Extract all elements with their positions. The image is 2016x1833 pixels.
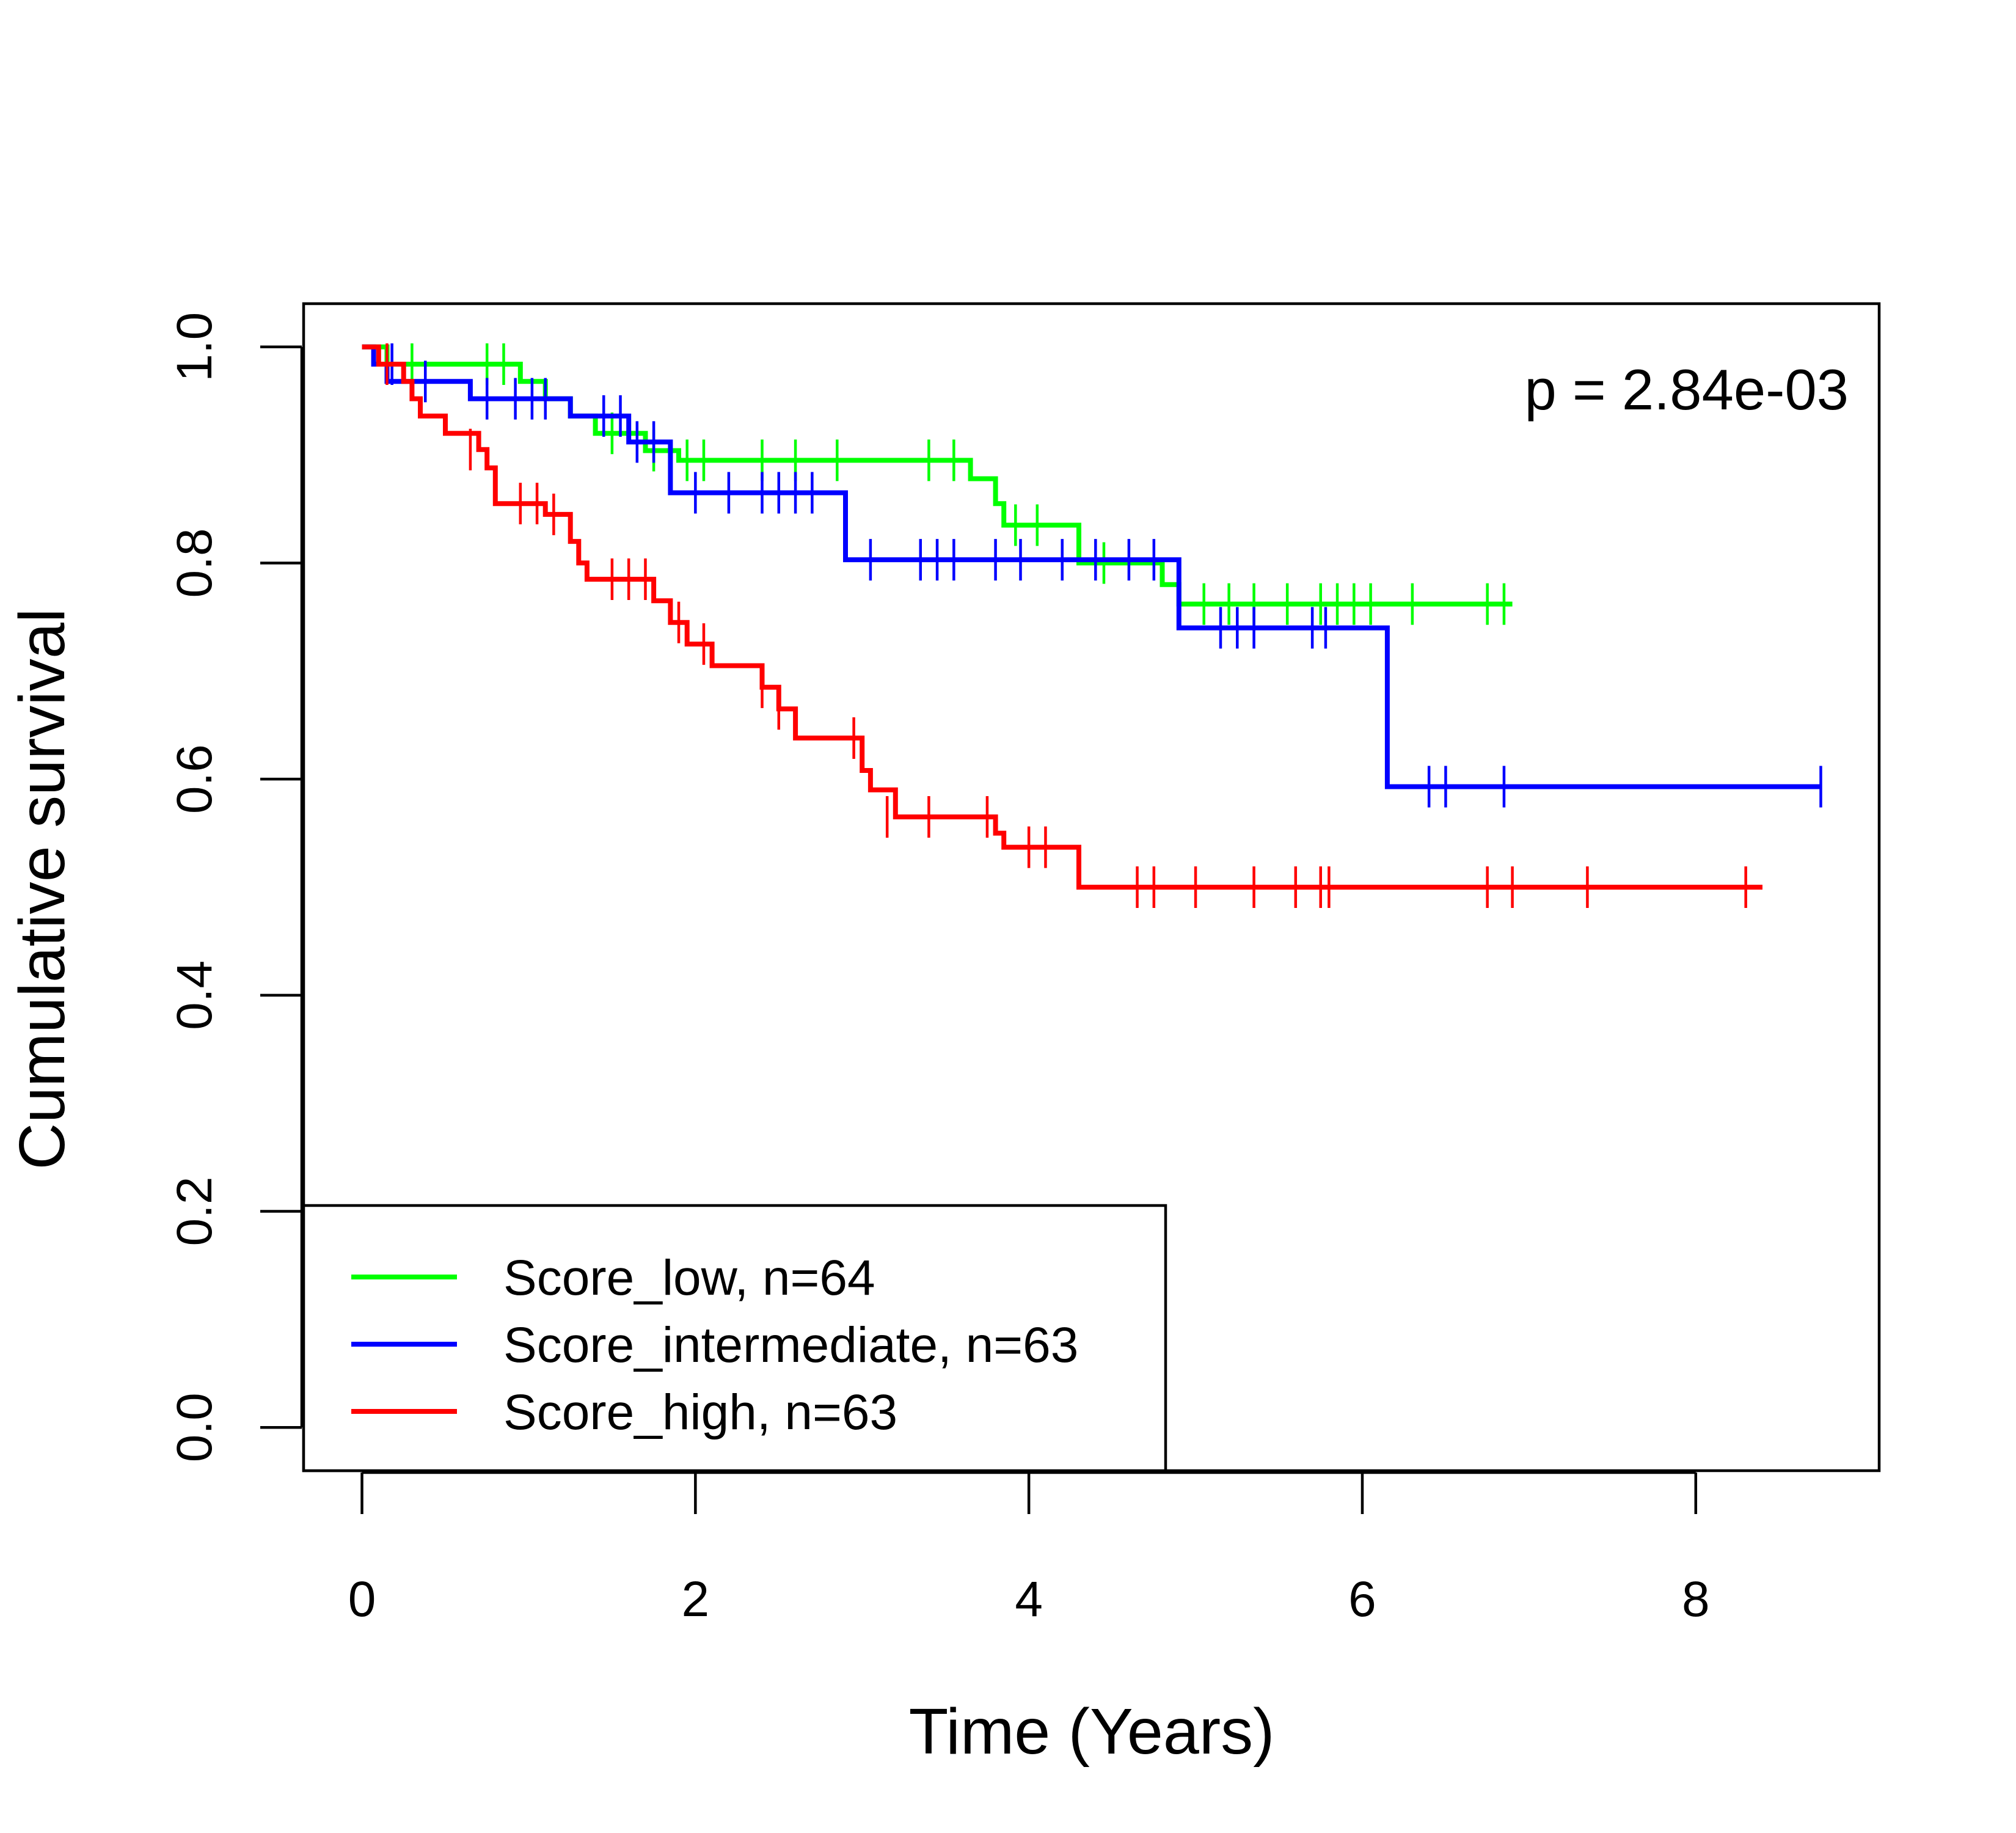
y-tick-label: 0.2 (167, 1177, 222, 1246)
series-0 (362, 343, 1513, 625)
y-tick-label: 1.0 (167, 312, 222, 382)
y-tick-label: 0.8 (167, 528, 222, 598)
series-2 (362, 343, 1762, 908)
p-value-annotation: p = 2.84e-03 (1525, 357, 1849, 422)
x-tick-label: 4 (1015, 1571, 1043, 1627)
legend-label: Score_intermediate, n=63 (503, 1317, 1078, 1373)
y-tick-label: 0.0 (167, 1392, 222, 1462)
legend-label: Score_high, n=63 (503, 1385, 897, 1440)
x-axis-title: Time (Years) (909, 1696, 1275, 1768)
x-tick-label: 0 (348, 1571, 376, 1627)
y-tick-label: 0.4 (167, 960, 222, 1030)
y-tick-label: 0.6 (167, 744, 222, 814)
y-axis-title: Cumulative survival (6, 609, 78, 1170)
survival-curve (362, 344, 1762, 890)
legend-label: Score_low, n=64 (503, 1250, 875, 1306)
legend: Score_low, n=64 Score_intermediate, n=63 S… (302, 1204, 1167, 1473)
x-tick-label: 6 (1348, 1571, 1376, 1627)
series-layer (362, 343, 1822, 908)
y-axis: 0.0 0.2 0.4 0.6 0.8 1.0 (167, 312, 304, 1462)
x-tick-label: 2 (682, 1571, 710, 1627)
x-tick-label: 8 (1682, 1571, 1710, 1627)
legend-box (302, 1204, 1167, 1473)
x-axis: 0 2 4 6 8 (348, 1471, 1710, 1627)
